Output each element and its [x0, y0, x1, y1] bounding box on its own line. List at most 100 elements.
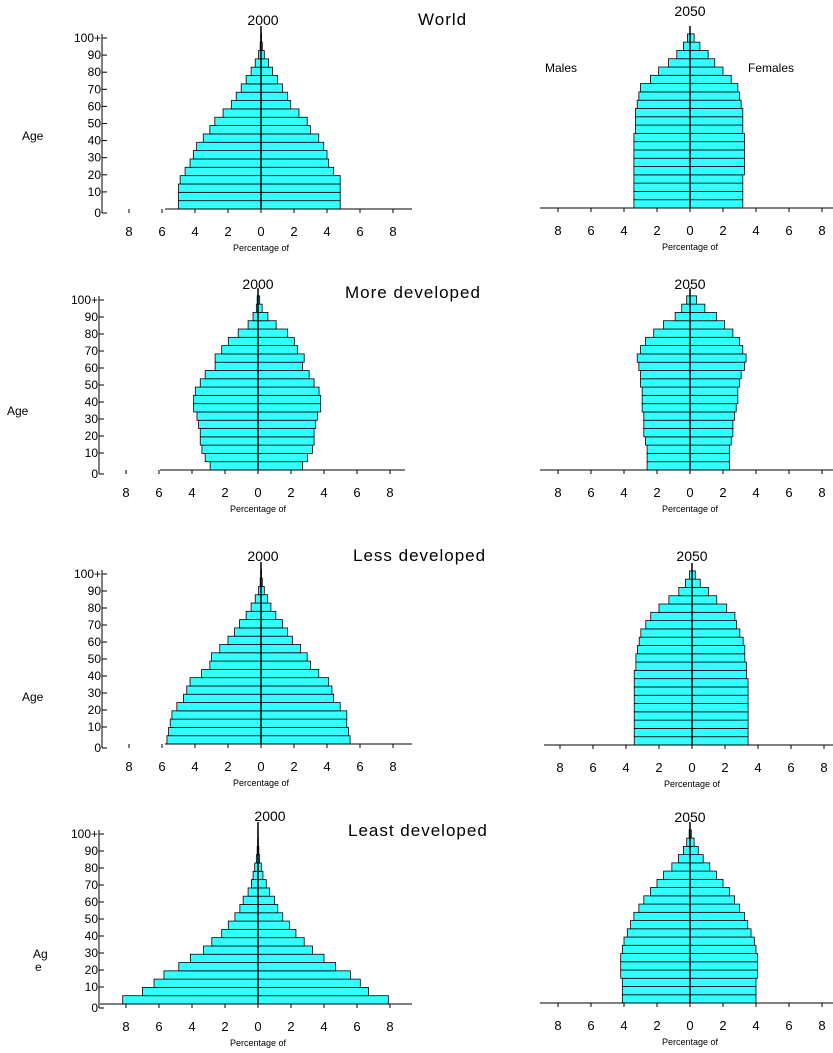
male-bar	[676, 50, 691, 60]
female-bar	[689, 444, 730, 454]
female-bar	[689, 928, 752, 938]
x-tick-label: 2	[221, 485, 228, 500]
y-tick-label: 40	[88, 669, 102, 683]
male-bar	[635, 108, 691, 118]
female-bar	[691, 661, 747, 671]
x-tick-label: 6	[587, 1018, 594, 1033]
male-bar	[163, 970, 259, 980]
male-bar	[227, 920, 259, 930]
male-bar	[209, 461, 259, 471]
male-bar	[204, 370, 259, 380]
x-tick-label: 6	[158, 759, 165, 774]
female-bar	[689, 91, 740, 101]
male-bar	[646, 453, 691, 463]
male-bar	[179, 175, 262, 185]
x-tick-label: 8	[125, 759, 132, 774]
male-bar	[633, 669, 693, 680]
x-tick-label: 8	[818, 1018, 825, 1033]
x-axis-title: Percentage of	[664, 779, 721, 789]
male-bar	[193, 403, 259, 413]
female-bar	[257, 995, 389, 1005]
y-tick-label: 40	[88, 134, 102, 148]
pyramid-panel: 2050 8 6 4 2 0 2 4 6 8 Percentage of	[540, 3, 833, 252]
female-bar	[691, 719, 749, 729]
male-bar	[192, 150, 262, 160]
y-tick-label: 70	[88, 618, 102, 632]
female-bar	[257, 895, 275, 905]
male-bar	[247, 887, 259, 897]
male-bar	[650, 611, 693, 622]
male-bar	[641, 403, 691, 413]
x-tick-label: 6	[587, 485, 594, 500]
male-bar	[643, 895, 691, 905]
male-bar	[214, 353, 259, 363]
female-bar	[689, 108, 744, 118]
x-tick-label: 6	[787, 760, 794, 775]
male-bar	[194, 386, 259, 396]
female-bar	[691, 587, 709, 597]
female-bar	[260, 200, 341, 210]
male-bar	[633, 736, 693, 746]
male-bar	[620, 969, 691, 979]
female-bar	[260, 610, 277, 621]
female-bar	[260, 619, 283, 629]
female-bar	[691, 686, 749, 696]
age-axis-title-world: Age	[22, 129, 44, 143]
male-bar	[620, 953, 691, 963]
x-tick-label: 4	[323, 759, 330, 774]
x-tick-label: 8	[818, 223, 825, 238]
female-bar	[689, 328, 734, 338]
male-bar	[250, 66, 262, 76]
female-bar	[689, 887, 730, 897]
x-axis-title: Percentage of	[233, 778, 290, 788]
male-bar	[663, 320, 691, 330]
male-bar	[633, 199, 691, 209]
female-bar	[257, 904, 279, 914]
female-bar	[689, 182, 744, 192]
female-bar	[257, 312, 269, 322]
female-bar	[689, 66, 724, 76]
male-bar	[636, 353, 691, 363]
female-bar	[689, 157, 745, 167]
male-bar	[153, 978, 259, 988]
age-axis-title-more-developed: Age	[7, 404, 29, 418]
male-bar	[643, 419, 691, 429]
female-bar	[257, 920, 290, 930]
x-tick-label: 4	[191, 759, 198, 774]
x-tick-label: 0	[257, 224, 264, 239]
x-tick-label: 8	[125, 224, 132, 239]
panel-year-title: 2050	[674, 276, 705, 292]
female-bar	[257, 453, 308, 463]
female-bar	[691, 645, 746, 655]
x-tick-label: 2	[719, 485, 726, 500]
female-bar	[689, 58, 716, 68]
male-bar	[204, 453, 259, 463]
y-tick-label: 100+	[71, 827, 98, 841]
female-bar	[260, 166, 334, 177]
male-bar	[633, 182, 691, 192]
male-bar	[240, 83, 262, 93]
male-bar	[214, 116, 262, 126]
female-bar	[257, 328, 289, 338]
female-bar	[691, 603, 728, 613]
female-bar	[689, 920, 749, 930]
male-bar	[633, 911, 691, 921]
female-bar	[260, 133, 320, 143]
male-bar	[678, 854, 691, 864]
x-tick-label: 2	[653, 1018, 660, 1033]
x-axis-title: Percentage of	[662, 504, 719, 514]
x-tick-label: 4	[752, 223, 759, 238]
male-bar	[166, 735, 262, 745]
y-tick-label: 90	[88, 48, 102, 62]
female-bar	[257, 378, 315, 388]
x-axis-title: Percentage of	[233, 243, 290, 253]
male-bar	[239, 904, 259, 914]
female-bar	[689, 312, 717, 322]
x-tick-label: 4	[620, 485, 627, 500]
y-tick-label: 90	[85, 310, 99, 324]
x-tick-label: 4	[752, 485, 759, 500]
male-bar	[203, 945, 259, 955]
male-bar	[645, 620, 693, 630]
female-bar	[691, 669, 747, 680]
